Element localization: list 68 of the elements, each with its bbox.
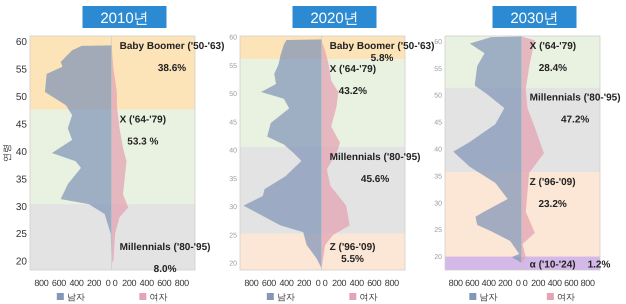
band-label: Baby Boomer ('50-'63)	[120, 41, 224, 52]
x-tick-label: 600	[52, 278, 66, 288]
legend-label: 남자	[66, 292, 85, 302]
band-label: X ('64-'79)	[530, 41, 576, 52]
legend-label: 여자	[149, 292, 168, 302]
x-tick-label: 400	[548, 278, 562, 288]
band-label: Z ('96-'09)	[530, 177, 576, 188]
x-tick-label: 800	[34, 278, 49, 288]
x-tick-label: 600	[564, 278, 578, 288]
x-tick-label: 600	[262, 278, 276, 288]
x-tick-label: 800	[580, 278, 595, 288]
x-tick-label: 200	[87, 278, 102, 288]
x-tick-label: 800	[244, 278, 259, 288]
x-tick-label: 400	[482, 278, 496, 288]
band-label: α ('10-'24)	[530, 259, 576, 270]
y-tick-label: 30	[16, 202, 28, 213]
annotation: 47.2%	[560, 114, 590, 126]
annotation: 38.6%	[158, 63, 186, 74]
annotation: 28.4%	[538, 63, 568, 74]
x-tick-label: 200	[332, 278, 347, 288]
band-label: Z ('96-'09)	[330, 242, 376, 253]
annotation: 1.2%	[588, 259, 610, 270]
y-tick-label: 35	[16, 174, 28, 186]
annotation: 53.3 %	[127, 136, 159, 148]
chart-title: 2020년	[310, 10, 359, 27]
band-label: X ('64-'79)	[120, 114, 166, 126]
x-tick-label: 200	[122, 278, 137, 288]
x-tick-label: 400	[140, 278, 154, 288]
x-tick-label: 200	[531, 278, 546, 288]
annotation: 5.5%	[341, 254, 364, 265]
x-tick-label: 0 0	[316, 278, 328, 288]
legend-label: 남자	[479, 292, 498, 302]
chart-title: 2030년	[510, 10, 559, 27]
y-tick-label: 60	[16, 36, 28, 48]
x-tick-label: 600	[367, 278, 382, 288]
x-tick-label: 800	[384, 278, 400, 288]
x-tick-label: 800	[174, 278, 190, 288]
x-tick-label: 600	[465, 278, 480, 288]
annotation: 5.8%	[370, 53, 394, 64]
y-axis-title: 연령	[2, 144, 12, 162]
annotation: 43.2%	[338, 86, 368, 98]
y-tick-label: 45	[16, 119, 28, 130]
band-label: Millennials ('80-'95)	[120, 242, 211, 253]
y-tick-label: 55	[16, 64, 28, 76]
band-label: Baby Boomer ('50-'63)	[330, 41, 434, 52]
legend-label: 남자	[276, 292, 295, 302]
annotation: 45.6%	[360, 174, 390, 185]
chart-title: 2010년	[100, 10, 149, 27]
annotation: 23.2%	[538, 199, 567, 210]
x-tick-label: 400	[279, 278, 294, 288]
x-tick-label: 0 0	[516, 278, 528, 288]
y-tick-label: 50	[16, 92, 28, 103]
legend-label: 여자	[556, 292, 575, 302]
x-tick-label: 0 0	[106, 278, 118, 288]
x-tick-label: 200	[297, 278, 312, 288]
x-tick-label: 400	[350, 278, 364, 288]
x-tick-label: 400	[69, 278, 84, 288]
y-tick-label: 25	[16, 229, 28, 240]
band-label: Millennials ('80-'95)	[530, 92, 621, 104]
x-tick-label: 200	[498, 278, 513, 288]
y-tick-label: 40	[16, 146, 28, 158]
legend-label: 여자	[359, 292, 378, 302]
x-tick-label: 800	[448, 278, 464, 288]
band-label: Millennials ('80-'95)	[330, 152, 421, 163]
annotation: 8.0%	[154, 264, 177, 275]
y-tick-label: 20	[16, 256, 28, 268]
x-tick-label: 600	[157, 278, 172, 288]
band-label: X ('64-'79)	[330, 64, 376, 76]
